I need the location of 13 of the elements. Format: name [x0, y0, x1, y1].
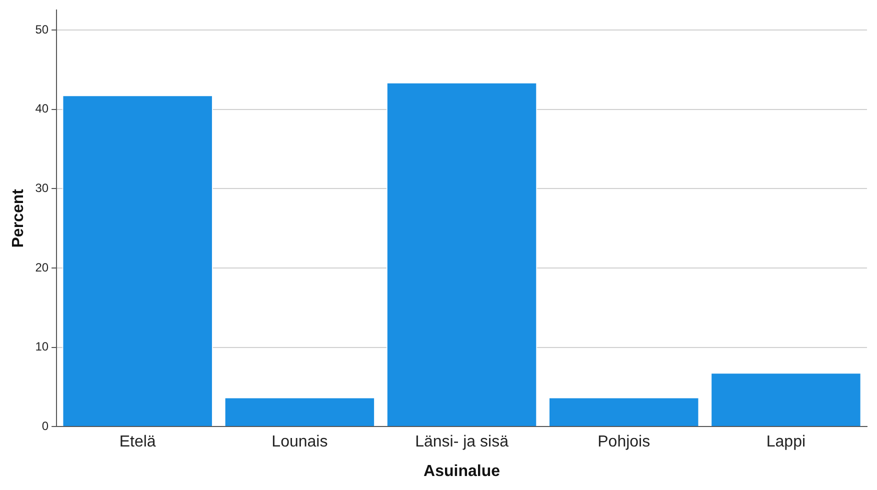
y-tick-label: 30 — [35, 180, 49, 195]
x-tick-label: Etelä — [119, 434, 156, 451]
y-tick-label: 40 — [35, 102, 49, 116]
y-axis-title: Percent — [10, 188, 28, 248]
x-tick-label: Länsi- ja sisä — [415, 434, 509, 451]
x-tick-label: Lounais — [272, 434, 328, 451]
y-tick-label: 0 — [42, 418, 49, 433]
y-tick-label: 50 — [35, 22, 49, 36]
x-tick-label: Pohjois — [598, 434, 650, 451]
y-tick-label: 10 — [35, 340, 49, 354]
y-tick-label: 20 — [35, 260, 49, 274]
x-axis-title: Asuinalue — [424, 462, 500, 480]
x-tick-label: Lappi — [766, 434, 806, 451]
